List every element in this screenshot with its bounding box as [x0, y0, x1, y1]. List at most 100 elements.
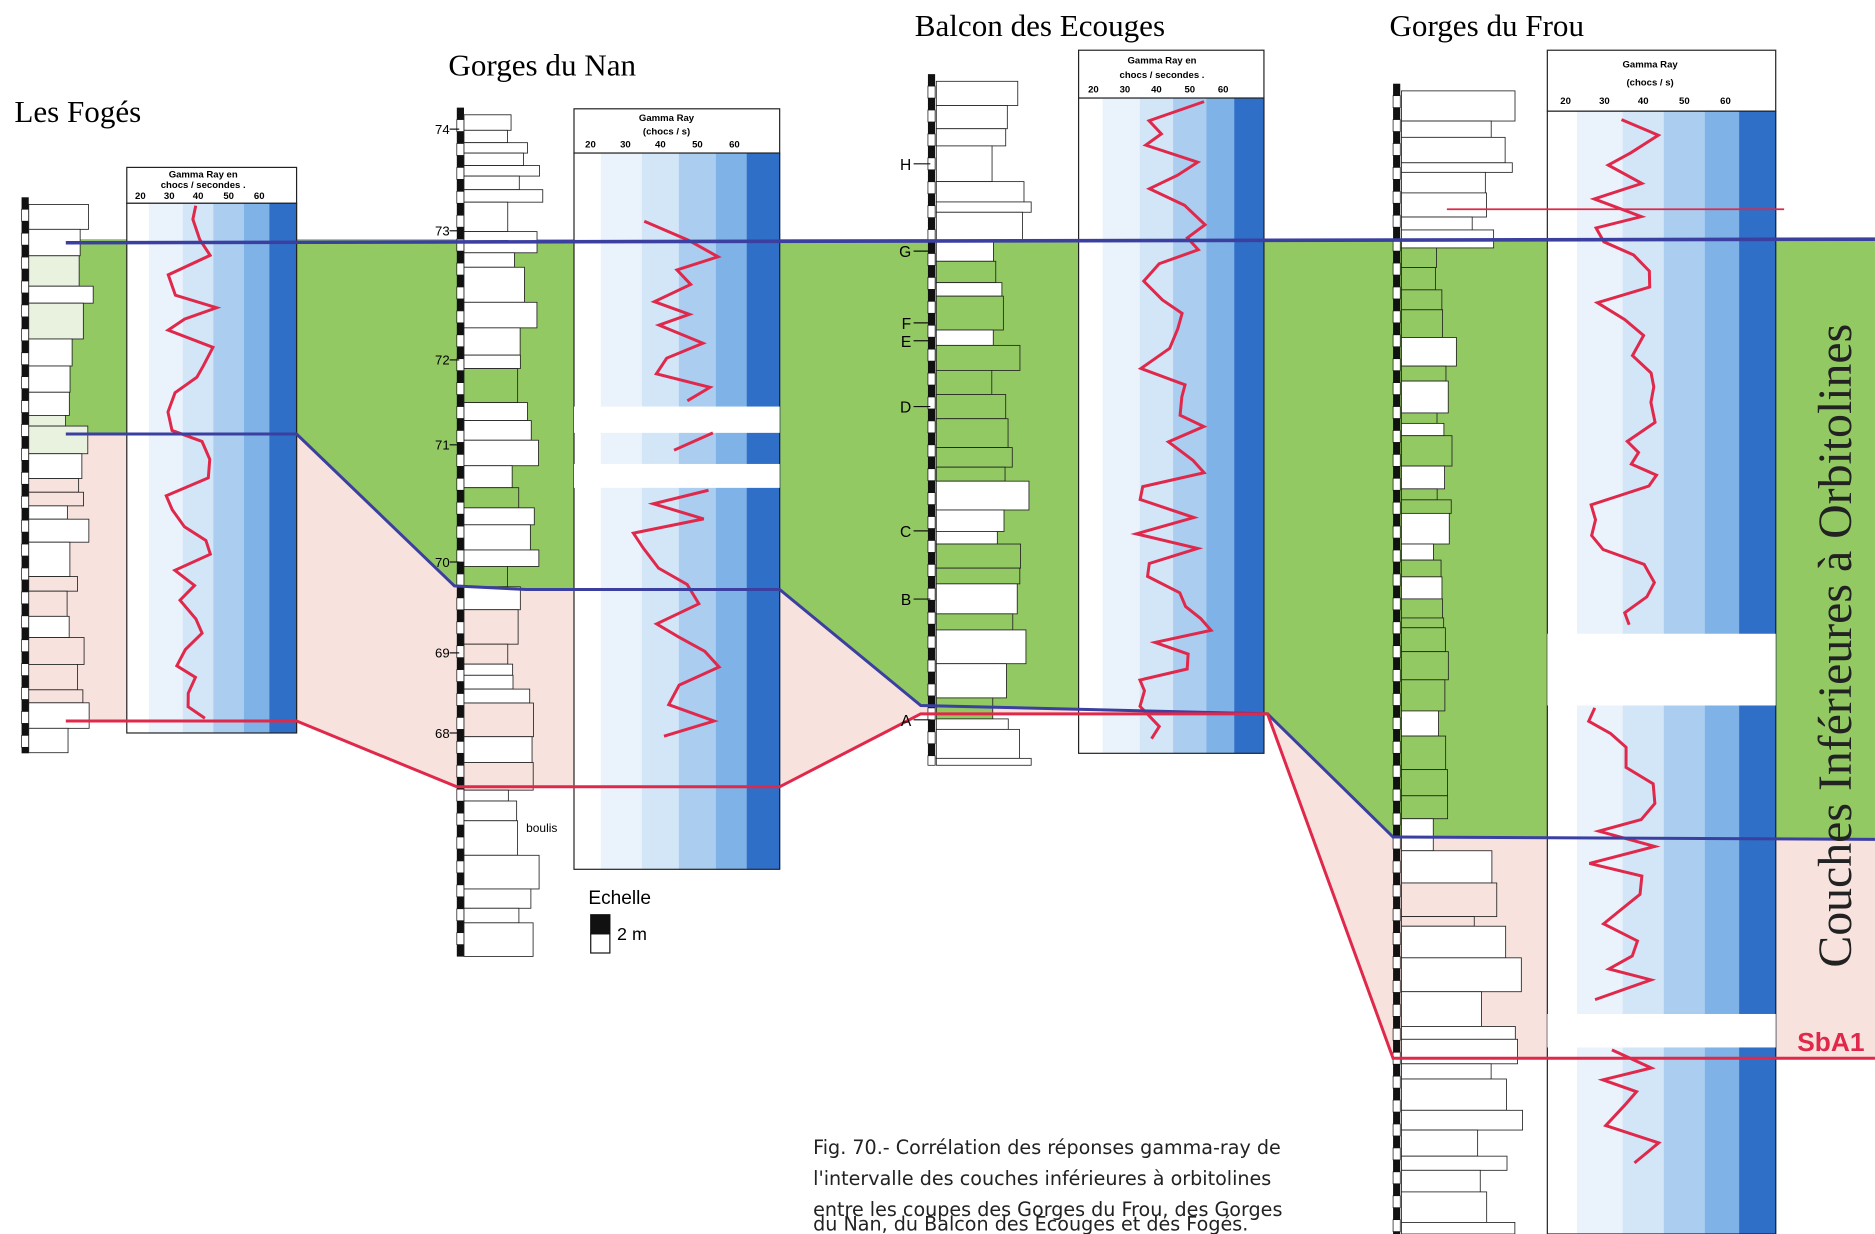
bed: [1401, 309, 1444, 338]
scale-seg: [456, 944, 464, 957]
gamma-header-text: chocs / secondes .: [161, 180, 246, 191]
bed: [1401, 1191, 1488, 1223]
scale-seg: [927, 528, 936, 541]
gamma-scale-label: 40: [193, 191, 204, 202]
gamma-band: [269, 203, 298, 733]
scale-seg: [1392, 669, 1401, 682]
scale-seg: [1393, 944, 1401, 957]
scale-seg: [1392, 1147, 1401, 1161]
bed: [1401, 488, 1438, 501]
scale-seg: [1392, 1123, 1401, 1137]
caption-line: du Nan, du Balcon des Écouges et des Fog…: [813, 1212, 1248, 1234]
scale-seg: [1393, 1088, 1401, 1101]
level-label: 71: [435, 438, 450, 453]
bed: [28, 302, 84, 340]
bed: [1401, 1169, 1481, 1193]
bed: [1401, 916, 1475, 927]
scale-seg: [927, 695, 936, 708]
scale-seg: [927, 659, 936, 673]
scale-seg: [456, 538, 464, 551]
scale-seg: [456, 717, 465, 730]
bed: [1401, 850, 1493, 884]
scale-seg: [1393, 705, 1401, 718]
scale-seg: [456, 908, 465, 922]
scale-seg: [1392, 980, 1401, 993]
scale-seg: [1392, 310, 1401, 324]
scale-seg: [1393, 370, 1401, 383]
scale-seg: [21, 424, 30, 437]
gamma-band: [600, 153, 643, 870]
scale-seg: [1393, 585, 1401, 598]
gamma-curve: [1130, 100, 1214, 740]
scale-seg: [1393, 1040, 1401, 1053]
gamma-scale-label: 50: [1679, 96, 1690, 107]
scale-seg: [456, 179, 464, 192]
scale-seg: [456, 370, 464, 383]
scale-seg: [927, 540, 936, 553]
scale-seg: [21, 639, 30, 653]
bed: [1401, 120, 1492, 138]
scale-seg: [927, 552, 936, 565]
scale-seg: [21, 328, 30, 342]
scale-seg: [456, 514, 464, 527]
bed: [28, 576, 78, 592]
scale-seg: [21, 567, 30, 581]
scale-seg: [1393, 346, 1401, 359]
bed: [1401, 499, 1452, 514]
bed: [1401, 957, 1522, 993]
scale-seg: [456, 872, 464, 885]
scale-seg: [1392, 477, 1401, 491]
line-base-green: [65, 432, 1875, 841]
gamma-band: [1206, 98, 1235, 754]
bed: [463, 439, 539, 467]
scale-seg: [1393, 633, 1401, 646]
bed: [1401, 512, 1450, 545]
bed: [1401, 337, 1457, 367]
scale-seg: [1393, 657, 1401, 670]
bed: [1401, 543, 1434, 561]
scale-seg: [456, 394, 464, 407]
gamma-frame: [573, 152, 781, 870]
scale-seg: [927, 313, 936, 326]
scale-seg: [456, 298, 464, 311]
scale-seg: [927, 600, 936, 613]
scale-seg: [1393, 107, 1401, 120]
marker-label: A: [901, 713, 912, 730]
gamma-curve: [1589, 118, 1662, 626]
scale-seg: [1392, 406, 1401, 419]
scale-seg: [456, 251, 464, 264]
gamma-band: [678, 153, 717, 870]
bed: [463, 487, 520, 509]
scale-seg: [21, 495, 30, 509]
bed: [1401, 267, 1436, 291]
scale-seg: [21, 556, 29, 568]
scale-seg: [927, 133, 936, 147]
scale-seg: [1393, 227, 1401, 240]
scale-seg: [456, 788, 465, 802]
gamma-gap: [573, 463, 780, 488]
scale-seg: [456, 705, 464, 718]
bed: [463, 368, 519, 404]
gamma-scale-label: 60: [254, 191, 265, 202]
scale-seg: [21, 269, 29, 281]
gamma-header-text: Gamma Ray: [1622, 59, 1678, 70]
bed: [463, 301, 538, 329]
gamma-scale-label: 30: [164, 191, 175, 202]
scale-seg: [1392, 549, 1401, 563]
log-columns: [21, 74, 1523, 1234]
bed: [1401, 162, 1513, 173]
bed: [1401, 216, 1473, 231]
scale-seg: [927, 241, 936, 254]
scale-seg: [456, 777, 464, 790]
scale-seg: [1392, 1004, 1401, 1017]
bed: [463, 129, 508, 144]
scale-seg: [1393, 920, 1401, 933]
scale-seg: [1393, 801, 1401, 814]
scale-seg: [927, 468, 936, 482]
bed: [463, 524, 531, 551]
scale-seg: [21, 484, 29, 497]
bed: [1401, 1109, 1523, 1131]
gamma-gap: [1547, 633, 1776, 706]
bed: [935, 613, 1014, 631]
scale-seg: [927, 217, 936, 230]
